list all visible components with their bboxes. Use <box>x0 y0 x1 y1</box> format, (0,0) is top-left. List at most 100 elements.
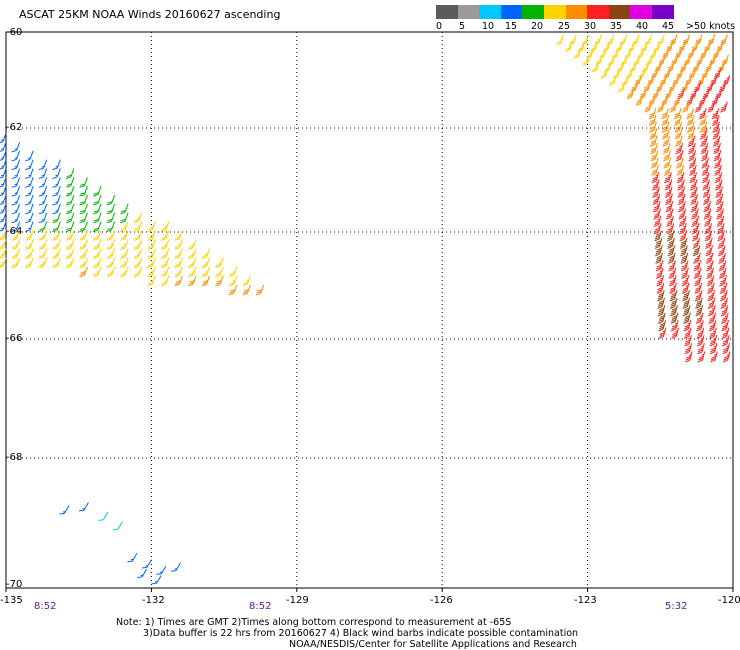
wind-barb <box>187 248 197 259</box>
wind-barb <box>52 230 61 241</box>
wind-barb <box>25 212 34 224</box>
wind-barb <box>689 179 698 191</box>
wind-barb <box>721 320 729 332</box>
wind-barb <box>692 245 701 257</box>
wind-barb <box>187 257 197 269</box>
wind-barb <box>65 177 75 188</box>
wind-barb <box>242 275 251 287</box>
wind-barb <box>715 186 723 198</box>
wind-barb <box>707 282 715 294</box>
y-tick-label: -66 <box>6 333 23 344</box>
wind-barb <box>25 194 34 206</box>
wind-barb <box>658 312 666 324</box>
wind-barb <box>79 239 88 250</box>
wind-barb <box>705 252 714 264</box>
wind-barb <box>708 320 717 332</box>
wind-barb <box>691 208 699 220</box>
wind-barb <box>38 212 48 224</box>
wind-barb <box>676 172 685 184</box>
wind-barb <box>120 230 129 241</box>
wind-barb <box>718 267 727 279</box>
wind-barb <box>700 135 708 147</box>
wind-barb <box>147 275 156 287</box>
wind-barb <box>78 502 89 512</box>
wind-barb <box>106 248 116 259</box>
wind-barb <box>711 108 720 120</box>
wind-barb <box>671 327 679 339</box>
wind-barb <box>160 248 170 259</box>
wind-barb <box>92 248 102 259</box>
wind-barb <box>713 150 722 162</box>
wind-barb <box>38 239 48 250</box>
wind-barb <box>0 141 7 153</box>
wind-barb <box>648 114 657 127</box>
wind-barb <box>670 305 678 317</box>
wind-barb <box>11 248 21 259</box>
wind-barb <box>721 312 729 324</box>
wind-barb <box>664 172 672 184</box>
wind-barb <box>699 128 708 140</box>
wind-barb <box>721 54 729 66</box>
wind-barb <box>0 248 7 259</box>
wind-barb <box>215 266 224 278</box>
wind-barb <box>718 260 727 272</box>
wind-barb <box>668 267 677 279</box>
wind-barb <box>691 223 700 235</box>
wind-barb <box>717 230 725 242</box>
wind-barb <box>112 521 123 531</box>
wind-barb <box>720 305 729 317</box>
wind-barb <box>686 114 695 127</box>
wind-barb <box>649 135 658 147</box>
wind-barb <box>11 141 21 153</box>
wind-barb <box>704 215 712 227</box>
wind-barb <box>720 297 728 309</box>
wind-barb <box>11 239 21 250</box>
wind-barb <box>653 215 662 227</box>
wind-barb <box>691 215 700 227</box>
wind-barb <box>716 215 725 227</box>
wind-barb <box>65 194 75 206</box>
wind-barb <box>694 34 703 46</box>
wind-barb <box>684 343 693 355</box>
wind-barb <box>0 150 7 162</box>
legend-label: 25 <box>558 21 571 32</box>
wind-barb <box>653 208 661 220</box>
wind-barb <box>228 284 238 296</box>
legend-swatch <box>630 5 653 19</box>
wind-barb <box>701 172 710 184</box>
wind-barb <box>649 128 658 140</box>
wind-barb <box>187 239 197 250</box>
wind-barb <box>702 193 711 206</box>
wind-barb <box>120 239 129 250</box>
wind-barb <box>683 320 692 332</box>
wind-barb <box>0 168 7 179</box>
wind-barb <box>668 260 676 272</box>
wind-barb <box>678 201 686 213</box>
wind-barb <box>52 168 61 179</box>
legend-label: 5 <box>459 21 466 32</box>
wind-barb <box>693 252 701 264</box>
wind-barb <box>25 168 34 179</box>
wind-barb <box>11 212 21 224</box>
wind-barb <box>707 34 716 46</box>
wind-barb <box>606 34 615 46</box>
wind-barb <box>106 203 116 215</box>
wind-barb <box>662 128 670 140</box>
wind-barb <box>187 266 197 278</box>
wind-barb <box>677 193 686 206</box>
wind-barb <box>652 186 660 198</box>
wind-barb <box>160 230 170 241</box>
wind-barb <box>654 245 663 257</box>
wind-barb <box>667 237 675 249</box>
wind-barb <box>701 164 710 176</box>
legend-label: 45 <box>662 21 675 32</box>
wind-barb <box>38 257 48 269</box>
wind-barb <box>704 230 713 242</box>
wind-barb <box>680 260 689 272</box>
wind-barb <box>661 108 669 120</box>
wind-barb <box>717 237 726 249</box>
wind-barb <box>133 266 143 278</box>
wind-barb <box>657 101 665 113</box>
wind-barb <box>65 230 75 241</box>
wind-barb <box>696 327 705 339</box>
